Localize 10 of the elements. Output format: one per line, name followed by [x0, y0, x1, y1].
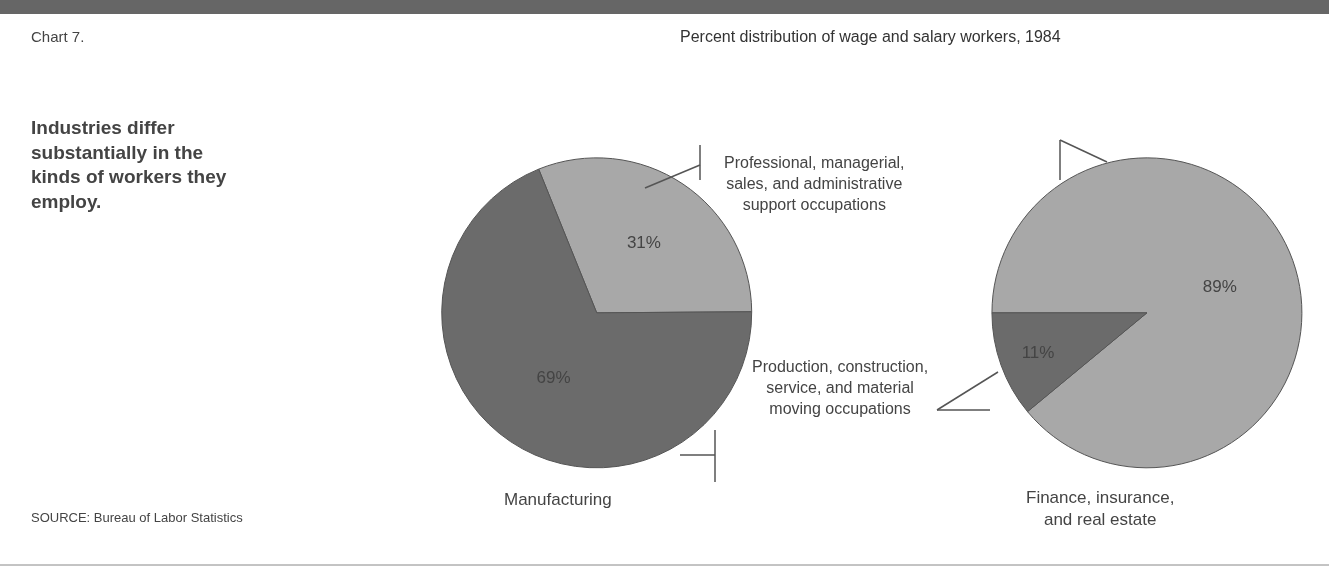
source-note: SOURCE: Bureau of Labor Statistics — [31, 510, 244, 525]
chart-title: Percent distribution of wage and salary workers, 1984 — [680, 28, 1061, 45]
caption: Chart 7. — [31, 28, 85, 45]
text: Industries differ substantially in the kinds of workers they employ. — [31, 117, 227, 213]
data-label: 89% — [1202, 277, 1237, 297]
text: Finance, insurance, and real estate — [1026, 488, 1175, 530]
text: Manufacturing — [504, 490, 612, 509]
legend-label: Professional, managerial, sales, and administrative support occupations — [724, 154, 905, 213]
data-label: 31% — [626, 232, 661, 252]
slice-label: Production, construction, service, and material moving occupations — [752, 358, 929, 417]
